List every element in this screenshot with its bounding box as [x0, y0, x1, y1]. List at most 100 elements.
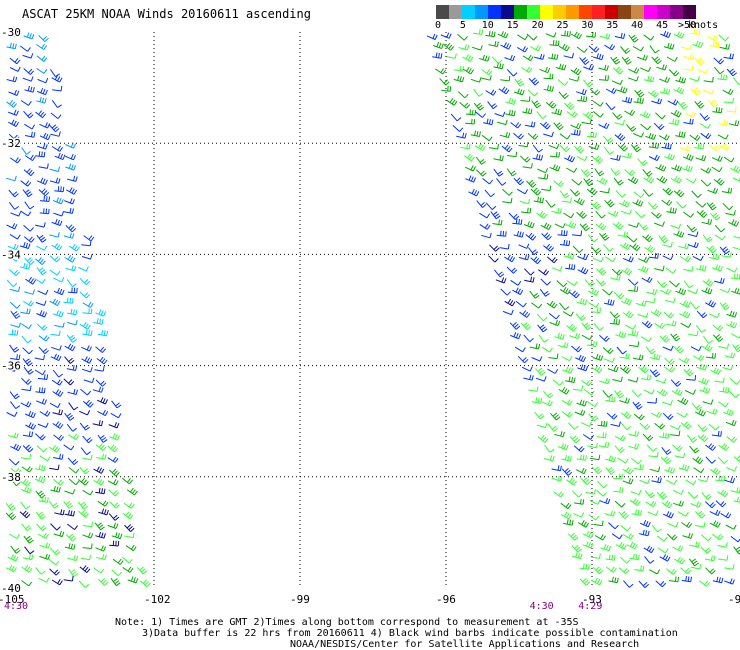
- wind-barb: [453, 65, 464, 72]
- wind-barb: [643, 34, 655, 41]
- wind-barb: [50, 523, 61, 531]
- note-line-1: Note: 1) Times are GMT 2)Times along bot…: [115, 617, 579, 628]
- wind-barb: [50, 485, 61, 493]
- wind-barb: [21, 335, 32, 344]
- wind-barb: [560, 502, 572, 510]
- wind-barb: [53, 453, 64, 460]
- wind-barb: [523, 334, 534, 343]
- wind-barb: [506, 69, 518, 77]
- wind-barb: [724, 578, 735, 585]
- wind-barb: [660, 30, 671, 38]
- wind-barb: [535, 367, 546, 376]
- wind-barb: [701, 287, 713, 295]
- wind-barb: [694, 57, 705, 66]
- wind-barb: [48, 500, 59, 509]
- wind-barb: [581, 380, 592, 387]
- wind-barb: [587, 340, 598, 347]
- wind-barb: [607, 365, 619, 373]
- wind-barb: [65, 224, 77, 233]
- wind-barb: [66, 365, 78, 371]
- wind-barb: [628, 222, 639, 228]
- wind-barb: [643, 389, 655, 395]
- wind-barb: [9, 57, 21, 65]
- wind-barb: [690, 346, 702, 352]
- x-tick-label: -93: [582, 593, 602, 606]
- wind-barb: [37, 422, 49, 428]
- wind-barb: [590, 201, 602, 210]
- wind-barb: [81, 345, 92, 352]
- wind-barb: [504, 298, 516, 307]
- wind-barb: [621, 297, 632, 306]
- wind-barb: [605, 554, 616, 561]
- colorbar-swatch: [566, 5, 579, 19]
- wind-barb: [485, 89, 497, 96]
- wind-barb: [717, 489, 729, 498]
- wind-barb: [588, 288, 600, 296]
- colorbar-label: 20: [531, 20, 544, 31]
- wind-barb: [598, 442, 610, 448]
- wind-barb: [81, 356, 93, 364]
- wind-barb: [662, 345, 674, 351]
- wind-barb: [496, 230, 507, 237]
- wind-barb: [585, 489, 596, 495]
- wind-barb: [532, 153, 543, 161]
- wind-barb: [35, 222, 46, 228]
- wind-barb: [672, 545, 684, 552]
- wind-barb: [49, 69, 60, 78]
- wind-barb: [676, 201, 687, 209]
- wind-barb: [732, 246, 740, 250]
- wind-barb: [620, 524, 631, 532]
- wind-barb: [551, 266, 563, 272]
- wind-barb: [23, 168, 35, 177]
- wind-barb: [9, 344, 20, 353]
- wind-barb: [34, 369, 46, 376]
- wind-barb: [95, 545, 107, 552]
- wind-barb: [658, 134, 670, 141]
- wind-barb: [586, 131, 597, 138]
- wind-barb: [78, 580, 90, 588]
- wind-barb: [524, 276, 535, 283]
- wind-barb: [691, 402, 703, 411]
- wind-barb: [36, 245, 48, 251]
- wind-barb: [689, 134, 701, 142]
- wind-barb: [580, 421, 592, 427]
- wind-barb: [500, 288, 511, 296]
- wind-barb: [517, 355, 529, 364]
- wind-barb: [5, 564, 17, 573]
- wind-barb: [518, 254, 530, 261]
- wind-barb: [589, 499, 601, 505]
- wind-barb: [722, 365, 734, 371]
- wind-barb: [637, 54, 648, 61]
- wind-barb: [680, 322, 692, 328]
- wind-barb: [675, 131, 686, 138]
- wind-barb: [52, 389, 64, 397]
- wind-barb: [513, 88, 525, 96]
- wind-barb: [111, 569, 123, 577]
- wind-barb: [538, 334, 549, 343]
- wind-barb: [80, 447, 91, 456]
- wind-barb: [8, 133, 20, 141]
- wind-barb: [687, 231, 699, 237]
- wind-barb: [540, 278, 551, 286]
- wind-barb: [563, 519, 574, 526]
- wind-barb: [726, 466, 738, 472]
- wind-barb: [690, 501, 702, 508]
- wind-barb: [561, 468, 573, 476]
- wind-barb: [697, 424, 708, 432]
- wind-barb: [496, 178, 507, 186]
- wind-barb: [613, 291, 625, 300]
- wind-barb: [725, 210, 736, 216]
- wind-barb: [25, 422, 37, 430]
- wind-barb: [497, 31, 509, 39]
- wind-barb: [599, 378, 610, 385]
- wind-barb: [565, 376, 576, 383]
- wind-barb: [39, 410, 51, 417]
- wind-barb: [733, 235, 740, 239]
- wind-barb: [39, 122, 51, 129]
- wind-barb: [472, 29, 484, 35]
- wind-barb: [80, 554, 91, 561]
- wind-barb: [23, 68, 35, 75]
- wind-barb: [617, 231, 628, 238]
- wind-barb: [685, 479, 697, 486]
- wind-barb: [82, 301, 94, 308]
